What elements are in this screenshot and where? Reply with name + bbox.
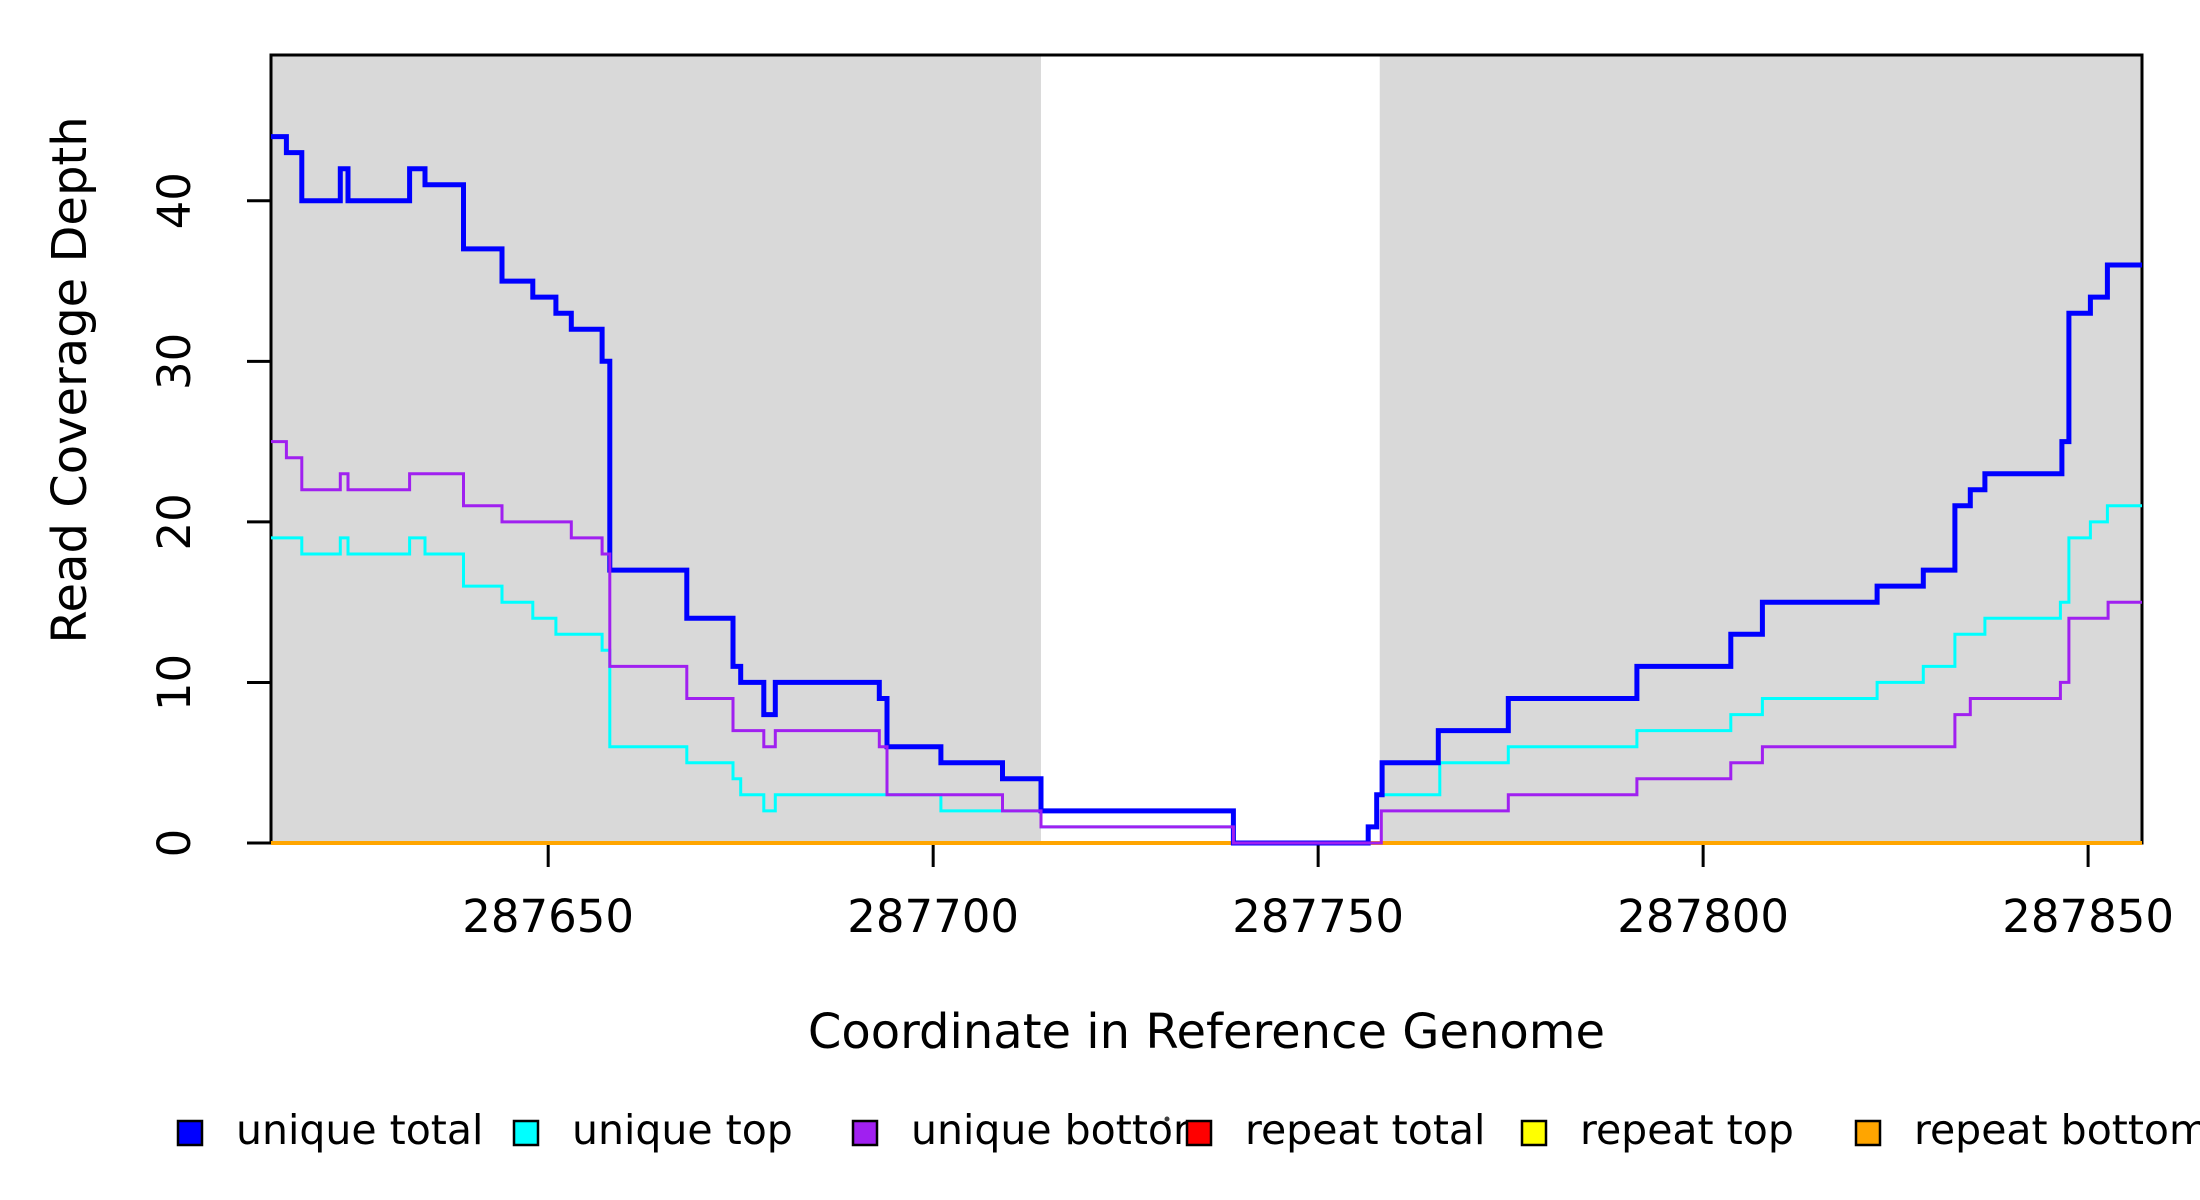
x-axis-title: Coordinate in Reference Genome — [808, 1004, 1605, 1060]
x-tick-label: 287700 — [847, 890, 1019, 943]
shaded-regions — [271, 55, 2142, 843]
legend-swatch-repeat-bottom — [1854, 1119, 1882, 1147]
legend-entry: repeat total — [1185, 1106, 1485, 1154]
shaded-band — [271, 55, 1041, 843]
y-tick-label: 30 — [148, 333, 201, 390]
legend-swatch-unique-bottom — [851, 1119, 879, 1147]
y-tick-label: 40 — [148, 172, 201, 229]
x-tick-label: 287650 — [462, 890, 634, 943]
y-axis-title: Read Coverage Depth — [42, 116, 98, 643]
legend-label: unique total — [236, 1106, 483, 1154]
legend-entry: unique top — [512, 1106, 793, 1154]
x-tick-label: 287850 — [2002, 890, 2174, 943]
legend-swatch-repeat-total — [1185, 1119, 1213, 1147]
x-tick-label: 287750 — [1232, 890, 1404, 943]
legend-label: unique top — [572, 1106, 793, 1154]
legend-swatch-unique-total — [176, 1119, 204, 1147]
legend: unique total unique top unique bottom repea… — [176, 1106, 2200, 1154]
legend-entry: unique bottom — [851, 1106, 1213, 1154]
legend-label: repeat bottom — [1914, 1106, 2200, 1154]
y-tick-label: 10 — [148, 654, 201, 711]
series-unique-total — [271, 134, 2142, 846]
legend-entry: unique total — [176, 1106, 483, 1154]
legend-entry: repeat bottom — [1854, 1106, 2200, 1154]
legend-entry: repeat top — [1520, 1106, 1794, 1154]
x-axis: 287650 287700 287750 287800 287850 — [462, 843, 2174, 943]
legend-label: repeat total — [1245, 1106, 1485, 1154]
y-tick-label: 20 — [148, 493, 201, 550]
y-axis: 0 10 20 30 40 — [148, 172, 271, 857]
x-tick-label: 287800 — [1617, 890, 1789, 943]
legend-swatch-repeat-top — [1520, 1119, 1548, 1147]
y-tick-label: 0 — [148, 829, 201, 858]
legend-label: unique bottom — [911, 1106, 1213, 1154]
series-unique-top — [271, 504, 2142, 845]
shaded-band — [1379, 55, 2142, 843]
legend-label: repeat top — [1580, 1106, 1794, 1154]
stray-dot — [1164, 1116, 1170, 1122]
legend-swatch-unique-top — [512, 1119, 540, 1147]
series-unique-bottom — [271, 440, 2142, 845]
data-series — [271, 134, 2142, 846]
